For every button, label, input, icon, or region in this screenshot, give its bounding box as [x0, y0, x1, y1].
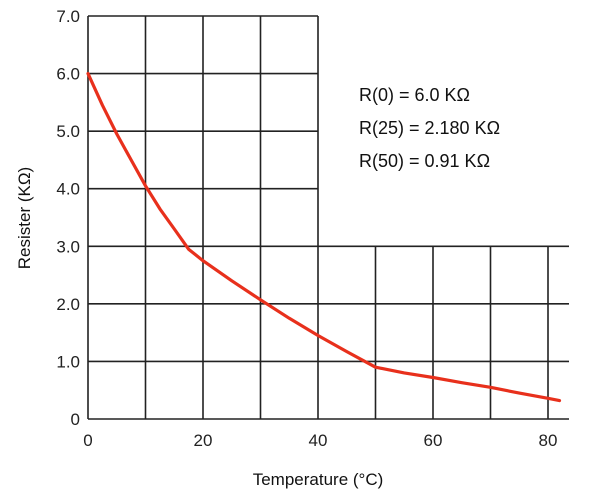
y-tick-label: 3.0 [56, 237, 80, 256]
y-tick-label: 4.0 [56, 180, 80, 199]
annotations: R(0) = 6.0 KΩ R(25) = 2.180 KΩ R(50) = 0.9… [359, 85, 500, 171]
x-tick-label: 80 [539, 431, 558, 450]
y-tick-label: 6.0 [56, 65, 80, 84]
y-tick-label: 2.0 [56, 295, 80, 314]
annotation-1: R(25) = 2.180 KΩ [359, 118, 500, 138]
grid [87, 15, 569, 420]
y-axis-label: Resister (KΩ) [15, 167, 34, 269]
x-tick-label: 0 [83, 431, 92, 450]
x-tick-label: 40 [309, 431, 328, 450]
resistance-curve [86, 72, 562, 403]
y-tick-label: 5.0 [56, 122, 80, 141]
annotation-0: R(0) = 6.0 KΩ [359, 85, 470, 105]
x-tick-label: 20 [194, 431, 213, 450]
x-axis-label: Temperature (°C) [253, 470, 384, 489]
annotation-2: R(50) = 0.91 KΩ [359, 151, 490, 171]
y-tick-label: 1.0 [56, 352, 80, 371]
x-tick-label: 60 [424, 431, 443, 450]
y-tick-label: 7.0 [56, 7, 80, 26]
y-tick-label: 0 [71, 410, 80, 429]
tick-labels: 0 20 40 60 80 0 1.0 2.0 3.0 4.0 5.0 6.0 7.0 [56, 7, 557, 450]
